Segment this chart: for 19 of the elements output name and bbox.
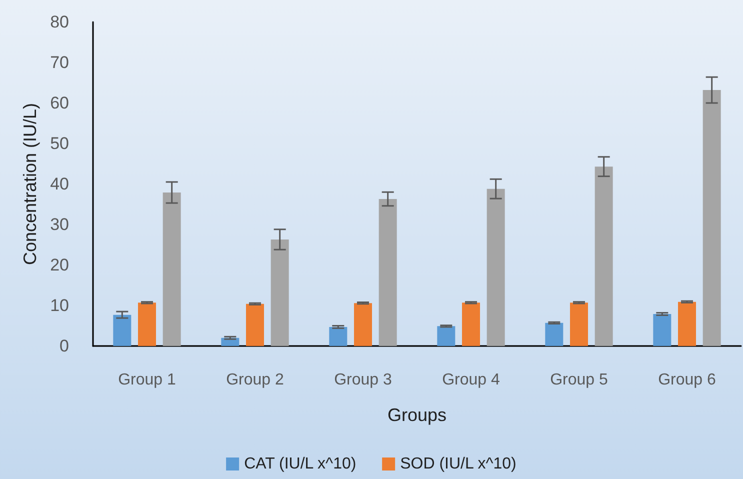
y-tick-label: 40 <box>50 174 69 194</box>
legend-label: SOD (IU/L x^10) <box>400 456 516 472</box>
x-axis-title: Groups <box>387 405 447 425</box>
legend-label: CAT (IU/L x^10) <box>244 456 356 472</box>
y-tick-label: 10 <box>50 296 69 315</box>
y-tick-label: 0 <box>60 336 69 356</box>
x-tick-label: Group 4 <box>442 372 500 388</box>
y-tick-label: 80 <box>50 12 69 32</box>
x-tick-label: Group 5 <box>550 372 608 388</box>
y-tick-label: 70 <box>50 53 69 72</box>
x-tick-label: Group 3 <box>334 372 392 388</box>
y-tick-label: 20 <box>50 256 69 274</box>
y-tick-label: 50 <box>50 134 69 153</box>
x-tick-label: Group 1 <box>118 372 176 388</box>
y-tick-label: 60 <box>50 94 69 112</box>
y-tick-label: 30 <box>50 215 69 234</box>
x-tick-label: Group 6 <box>658 372 716 388</box>
x-tick-label: Group 2 <box>226 372 284 388</box>
y-axis-title: Concentration (IU/L) <box>20 102 40 266</box>
